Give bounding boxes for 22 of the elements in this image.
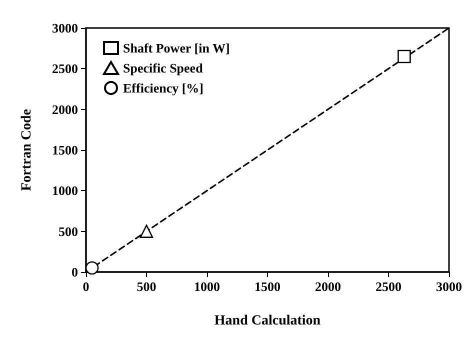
y-tick-label: 2500 xyxy=(52,61,78,76)
x-axis-title: Hand Calculation xyxy=(214,314,321,328)
point xyxy=(85,261,99,275)
x-tick-label: 0 xyxy=(82,279,90,294)
y-axis-title: Fortran Code xyxy=(20,108,34,192)
x-tick-label: 1000 xyxy=(194,279,220,294)
x-tick-label: 1500 xyxy=(254,279,280,294)
y-tick-label: 1500 xyxy=(52,142,78,158)
legend-label: Shaft Power [in W] xyxy=(123,40,230,56)
x-tick-label: 2500 xyxy=(376,279,402,294)
point xyxy=(140,224,154,238)
legend-label: Specific Speed xyxy=(123,60,204,76)
x-tick-label: 2000 xyxy=(315,279,341,294)
y-tick-label: 500 xyxy=(58,224,78,239)
y-tick-label: 1000 xyxy=(52,183,78,198)
y-tick-label: 2000 xyxy=(52,102,78,117)
x-tick-label: 3000 xyxy=(436,279,462,294)
point xyxy=(398,50,411,64)
legend-label: Efficiency [%] xyxy=(123,80,204,96)
y-tick-label: 3000 xyxy=(52,20,78,36)
x-tick-label: 500 xyxy=(136,279,156,294)
y-tick-label: 0 xyxy=(72,264,78,280)
